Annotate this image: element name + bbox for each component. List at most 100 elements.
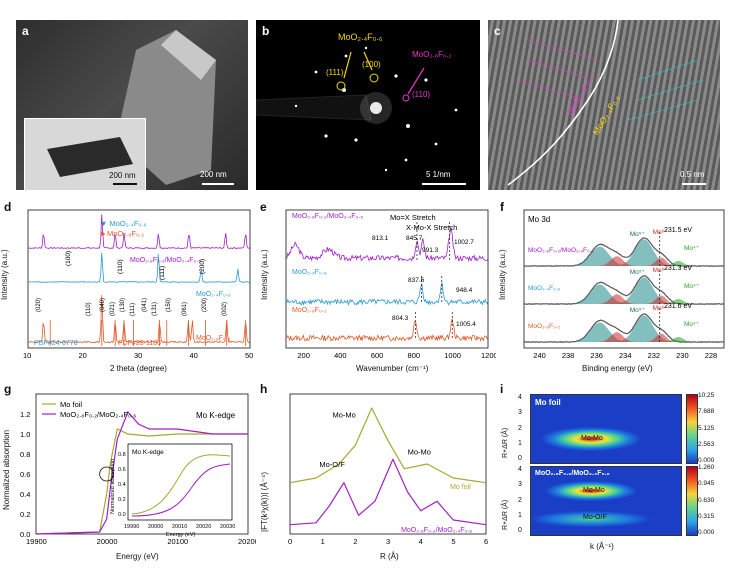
- xrd-xtick: 50: [245, 351, 253, 360]
- cb-bottom-tick: 1.260: [698, 464, 715, 471]
- panel-label-e: e: [260, 200, 267, 214]
- exafs-ylabel: |FT(k³χ(k))| (Å⁻⁴): [260, 472, 269, 532]
- xps-envelope: [524, 275, 725, 305]
- wavelet-bottom-title: MoO₂.₈F₀.₂/MoO₂.₄F₀.₆: [535, 470, 610, 477]
- wavelet-ytick: 0: [518, 527, 522, 534]
- xps-curve-label: MoO₂.₈F₀.₂/MoO₂.₄F₀.₆: [528, 247, 594, 254]
- xrd-curve-label-phase2: MoO₂.₈F₀.₂: [196, 335, 231, 342]
- xrd-xtick: 40: [190, 351, 198, 360]
- xps-xtick: 232: [648, 351, 661, 360]
- xrd-xlabel: 2 theta (degree): [110, 364, 167, 373]
- raman-peak-label: 813.1: [372, 235, 389, 242]
- raman-peak-label: 837.6: [408, 277, 425, 284]
- xps-ox-mo5: Mo⁵⁺: [630, 269, 646, 276]
- panel-a-inset: 200 nm: [24, 118, 146, 190]
- xrd-hkl-bottom: (130): [120, 298, 126, 312]
- wavelet-ytick: 3: [518, 409, 522, 417]
- panel-i-wavelet: i Mo foil Mo-Mo MoO₂.₈F₀.₂/MoO₂.₄F₀.₆ Mo…: [496, 382, 732, 572]
- xanes-ytick: 0.0: [20, 530, 30, 539]
- raman-curve-label-composite: MoO₂.₈F₀.₂/MoO₂.₄F₀.₆: [292, 213, 363, 220]
- xanes-xtick: 20100: [167, 537, 188, 546]
- xrd-hkl-top: (100): [65, 251, 72, 266]
- panel-a-sem-image: 200 nm 200 nm a: [16, 20, 248, 190]
- wavelet-top-map: Mo foil Mo-Mo: [530, 394, 682, 464]
- xps-ox-mo4: Mo⁴⁺: [684, 283, 700, 290]
- xrd-hkl-bottom: (111): [130, 303, 136, 316]
- xanes-inset-ytick: 0.8: [118, 452, 126, 458]
- xrd-hkl-bottom: (150): [166, 298, 172, 312]
- xanes-xtick: 19900: [26, 537, 47, 546]
- raman-peak-label: 804.3: [392, 315, 409, 322]
- raman-ann-stretch1: Mo=X Stretch: [390, 213, 436, 222]
- panel-label-a: a: [22, 24, 29, 38]
- xanes-inset-curve-composite: [131, 463, 231, 517]
- panel-label-b: b: [262, 24, 270, 38]
- hrtem-scale-label: 0.5 nm: [680, 170, 705, 179]
- panel-h-exafs: 0 1 2 3 4 5 6 Mo-Mo Mo-O/F Mo-Mo Mo foil MoO₂.₈F₀.₂…: [256, 382, 496, 572]
- exafs-ann-momo-foil: Mo-Mo: [332, 410, 355, 419]
- xps-xlabel: Binding energy (eV): [582, 364, 653, 373]
- xanes-inset-curve-mofoil: [131, 454, 231, 515]
- xanes-inset-xlabel: Energy (eV): [166, 532, 196, 538]
- xps-component: [524, 256, 724, 266]
- wavelet-ytick: 1: [518, 511, 522, 519]
- xps-ox-mo6: Mo⁶⁺: [653, 229, 669, 236]
- exafs-curve: [289, 407, 487, 484]
- wavelet-ytick: 1: [518, 439, 522, 447]
- panel-d-xrd: 10 20 30 40 50 ▼ MoO₂.₄F₀.₆ ♣ MoO₂.₈F₀.₂ MoO₂.₈…: [0, 200, 256, 380]
- xps-xtick: 234: [619, 351, 632, 360]
- xrd-legend-phase1: ▼ MoO₂.₄F₀.₆: [100, 219, 147, 228]
- raman-xtick: 400: [334, 351, 347, 360]
- cb-bottom-tick: 0.630: [698, 496, 715, 504]
- xanes-inset-ytick: 0.0: [118, 512, 126, 518]
- cb-bottom-tick: 0.000: [698, 529, 715, 536]
- exafs-xtick: 1: [321, 537, 325, 546]
- xps-ox-mo5: Mo⁵⁺: [630, 231, 646, 238]
- raman-curve-label-phase2: MoO₂.₈F₀.₂: [292, 307, 327, 314]
- raman-curve: [285, 318, 489, 342]
- saed-phase1-label: MoO₂.₄F₀.₆: [338, 32, 383, 42]
- sem-scale-label: 200 nm: [200, 170, 227, 179]
- xanes-inset-ylabel: Normalized absorption: [110, 459, 116, 514]
- xrd-curve-label-phase1: MoO₂.₄F₀.₆: [196, 291, 231, 298]
- xrd-curve: [27, 252, 251, 283]
- xanes-zoom-circle: [99, 466, 115, 482]
- xps-energy-label: 231.5 eV: [664, 227, 692, 234]
- xrd-hkl-top: (200): [199, 259, 206, 274]
- xanes-inset-xtick: 20030: [220, 524, 235, 530]
- raman-xtick: 600: [371, 351, 384, 360]
- panel-label-f: f: [500, 200, 504, 214]
- raman-peak-label: 1002.7: [454, 239, 474, 246]
- xrd-curve: [27, 214, 251, 250]
- panel-label-h: h: [260, 382, 268, 396]
- xanes-inset-frame: [127, 443, 233, 521]
- xanes-ytick: 0.6: [20, 470, 30, 479]
- xanes-legend-mofoil: Mo foil: [60, 400, 82, 409]
- panel-c-hrtem-image: MoO₂.₈F₀.₂ MoO₂.₄F₀.₆ 0.5 nm c: [488, 20, 720, 190]
- exafs-xtick: 4: [419, 537, 423, 546]
- cb-bottom-tick: 0.945: [698, 480, 715, 488]
- xps-ox-mo6: Mo⁶⁺: [653, 305, 669, 312]
- wavelet-ytick: 2: [518, 496, 522, 504]
- xrd-hkl-bottom: (200): [202, 298, 208, 312]
- xrd-hkl-bottom: (040): [100, 298, 106, 312]
- cb-top-tick: 2.563: [698, 440, 715, 448]
- raman-xlabel: Wavenumber (cm⁻¹): [356, 364, 429, 373]
- saed-scale-label: 5 1/nm: [426, 170, 451, 179]
- xanes-legend-composite: MoO₂.₈F₀.₂/MoO₂.₄F₀.₆: [60, 410, 136, 419]
- cb-top-tick: 7.688: [698, 408, 715, 416]
- xanes-inset-ytick: 0.4: [118, 482, 126, 488]
- wavelet-ytick: 4: [518, 394, 522, 401]
- raman-ann-stretch2: X-Mo-X Stretch: [406, 223, 457, 232]
- xrd-hkl-top: (111): [159, 266, 166, 280]
- xanes-xlabel: Energy (eV): [116, 552, 159, 561]
- spot-100-marker: [369, 73, 379, 83]
- xanes-ytick: 0.8: [20, 450, 30, 459]
- exafs-xtick: 3: [386, 537, 390, 546]
- xrd-xtick: 10: [23, 351, 31, 360]
- xrd-hkl-bottom: (110): [86, 302, 92, 316]
- xanes-title: Mo K-edge: [196, 411, 236, 420]
- raman-xtick: 1200: [481, 351, 496, 360]
- xrd-hkl-bottom: (061): [182, 302, 188, 316]
- xps-energy-label: 231.3 eV: [664, 265, 692, 272]
